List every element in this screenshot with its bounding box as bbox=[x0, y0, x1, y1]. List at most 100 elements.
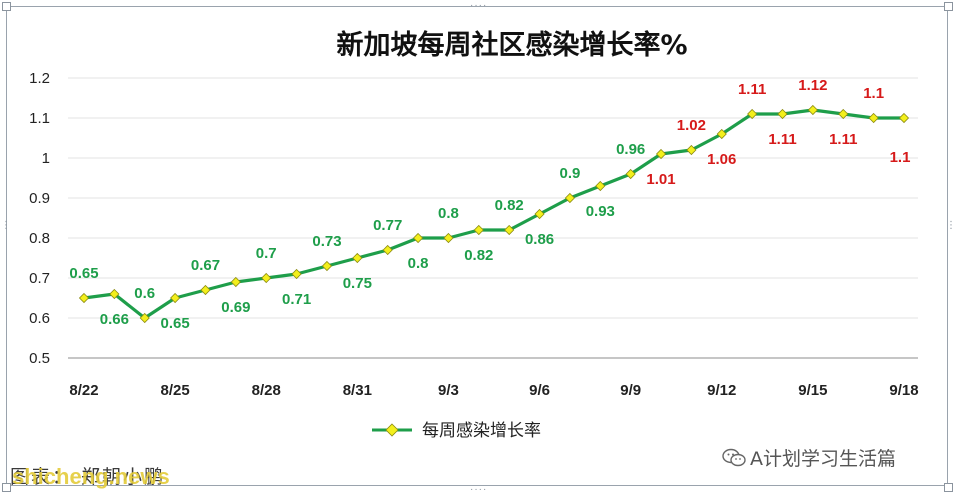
y-tick-label: 1.2 bbox=[29, 70, 50, 87]
data-point bbox=[595, 180, 606, 192]
resize-handle-bottom-left[interactable] bbox=[2, 483, 11, 492]
x-tick-label: 9/9 bbox=[620, 382, 641, 399]
x-tick-label: 8/25 bbox=[161, 382, 190, 399]
data-point bbox=[413, 232, 424, 244]
series-line bbox=[83, 108, 904, 320]
data-label: 0.93 bbox=[586, 203, 615, 220]
data-point bbox=[838, 108, 849, 120]
chart-title: 新加坡每周社区感染增长率% bbox=[336, 29, 687, 61]
data-label: 0.8 bbox=[408, 255, 429, 272]
y-tick-label: 0.8 bbox=[29, 230, 50, 247]
data-label: 0.67 bbox=[191, 257, 220, 274]
series-polyline bbox=[83, 108, 904, 320]
watermark-account-name: A计划学习生活篇 bbox=[750, 448, 896, 470]
data-point bbox=[321, 260, 333, 272]
data-label: 1.11 bbox=[768, 131, 796, 148]
series-markers bbox=[78, 104, 910, 324]
legend-label: 每周感染增长率 bbox=[422, 421, 541, 441]
data-label: 0.77 bbox=[373, 217, 402, 234]
data-point bbox=[291, 268, 302, 280]
data-point bbox=[443, 232, 454, 244]
data-point bbox=[352, 252, 363, 264]
data-label: 1.11 bbox=[829, 131, 857, 148]
legend-marker-icon bbox=[385, 423, 399, 437]
data-label: 1.11 bbox=[738, 81, 766, 98]
resize-grip-left[interactable]: ⋮ bbox=[1, 220, 12, 231]
grid-lines bbox=[68, 77, 918, 359]
x-tick-label: 9/15 bbox=[798, 382, 827, 399]
data-point bbox=[747, 108, 758, 120]
data-labels: 0.65 0.66 0.6 0.65 0.67 0.69 0.7 0.71 0.73 0.75 0.… bbox=[69, 77, 910, 332]
data-point bbox=[504, 224, 515, 236]
data-label: 0.6 bbox=[134, 285, 155, 302]
resize-handle-bottom-right[interactable] bbox=[944, 483, 953, 492]
data-point bbox=[686, 144, 697, 156]
data-label: 1.02 bbox=[677, 117, 706, 134]
data-label: 0.65 bbox=[69, 265, 98, 282]
data-point bbox=[716, 128, 727, 140]
watermark-site: shicheng.news bbox=[12, 464, 170, 489]
y-axis-ticks: 0.5 0.6 0.7 0.8 0.9 1 1.1 1.2 bbox=[29, 70, 50, 367]
x-tick-label: 9/6 bbox=[529, 382, 550, 399]
data-point bbox=[170, 292, 181, 304]
data-point bbox=[382, 244, 393, 256]
data-point bbox=[564, 192, 575, 204]
data-label: 0.9 bbox=[559, 165, 580, 182]
watermark-credit: 图表： 郑朝小鹏 bbox=[10, 466, 166, 488]
legend: 每周感染增长率 bbox=[372, 421, 541, 441]
data-label: 1.1 bbox=[890, 149, 911, 166]
x-tick-label: 8/22 bbox=[69, 382, 98, 399]
data-label: 1.12 bbox=[798, 77, 827, 94]
y-tick-label: 0.7 bbox=[29, 270, 50, 287]
data-point bbox=[534, 208, 545, 220]
data-label: 0.71 bbox=[282, 291, 311, 308]
resize-grip-right[interactable]: ⋮ bbox=[946, 220, 956, 231]
data-point bbox=[868, 112, 879, 124]
data-point bbox=[625, 168, 636, 180]
y-tick-label: 1.1 bbox=[29, 110, 50, 127]
data-label: 0.69 bbox=[221, 299, 250, 316]
y-tick-label: 1 bbox=[42, 150, 50, 167]
resize-grip-bottom[interactable]: ···· bbox=[470, 484, 488, 495]
data-point bbox=[777, 108, 788, 120]
y-tick-label: 0.6 bbox=[29, 310, 50, 327]
x-tick-label: 8/31 bbox=[343, 382, 372, 399]
resize-handle-top-left[interactable] bbox=[2, 2, 11, 11]
data-label: 1.01 bbox=[646, 171, 675, 188]
y-tick-label: 0.9 bbox=[29, 190, 50, 207]
resize-grip-top[interactable]: ···· bbox=[470, 0, 488, 11]
data-label: 0.66 bbox=[100, 311, 129, 328]
data-point bbox=[230, 276, 241, 288]
data-label: 0.7 bbox=[256, 245, 277, 262]
data-label: 1.1 bbox=[863, 85, 884, 102]
wechat-icon bbox=[722, 448, 746, 468]
data-point bbox=[473, 224, 484, 236]
data-point bbox=[898, 112, 910, 124]
data-point bbox=[655, 148, 667, 160]
data-label: 0.86 bbox=[525, 231, 554, 248]
resize-handle-top-right[interactable] bbox=[944, 2, 953, 11]
x-tick-label: 8/28 bbox=[252, 382, 281, 399]
data-label: 1.06 bbox=[707, 151, 736, 168]
data-label: 0.82 bbox=[464, 247, 493, 264]
x-tick-label: 9/18 bbox=[889, 382, 918, 399]
chart-frame bbox=[6, 6, 948, 486]
data-point bbox=[261, 272, 272, 284]
data-label: 0.75 bbox=[343, 275, 372, 292]
data-point bbox=[109, 288, 120, 300]
data-point bbox=[139, 312, 150, 324]
data-point bbox=[78, 292, 90, 304]
x-axis-ticks: 8/22 8/25 8/28 8/31 9/3 9/6 9/9 9/12 9/15 9/18 bbox=[69, 382, 918, 399]
data-point bbox=[200, 284, 211, 296]
y-tick-label: 0.5 bbox=[29, 350, 50, 367]
data-label: 0.82 bbox=[495, 197, 524, 214]
data-label: 0.65 bbox=[161, 315, 190, 332]
x-tick-label: 9/12 bbox=[707, 382, 736, 399]
data-label: 0.96 bbox=[616, 141, 645, 158]
watermark-account: A计划学习生活篇 bbox=[722, 444, 896, 471]
x-tick-label: 9/3 bbox=[438, 382, 459, 399]
data-label: 0.8 bbox=[438, 205, 459, 222]
data-label: 0.73 bbox=[312, 233, 341, 250]
data-point bbox=[807, 104, 818, 116]
